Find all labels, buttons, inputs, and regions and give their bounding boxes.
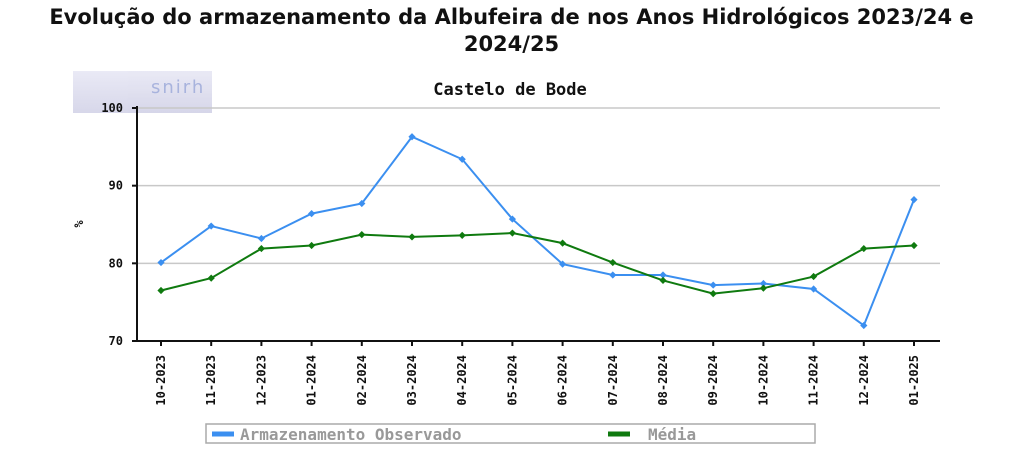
x-tick-label: 11-2024 [807,355,821,406]
x-tick-label: 01-2024 [305,355,319,406]
x-tick-label: 01-2025 [907,355,921,406]
data-point [508,229,516,237]
x-tick-label: 04-2024 [455,355,469,406]
data-point [358,230,366,239]
data-point [508,215,516,223]
data-point [308,241,316,250]
y-tick-label: 100 [101,101,123,115]
data-point [458,231,466,239]
data-point [308,210,316,218]
grid-lines [137,107,940,265]
data-point [157,258,165,267]
data-point [157,286,165,295]
series-1 [157,133,918,330]
data-point [257,244,265,253]
data-point [810,285,818,293]
chart-title: Castelo de Bode [433,80,587,100]
x-tick-label: 03-2024 [405,355,419,406]
data-point [659,271,667,279]
series-2 [157,229,918,298]
data-point [759,279,767,288]
x-tick-label: 09-2024 [706,355,720,406]
data-point [759,284,767,292]
y-axis-label: % [72,220,86,228]
data-point [207,274,215,282]
series-group [157,133,918,330]
x-tick-label: 08-2024 [656,355,670,406]
y-tick-label: 90 [109,179,123,193]
legend-label: Média [648,425,696,444]
data-point [257,234,265,243]
data-point [207,222,215,230]
axes [132,106,940,346]
logo-text: snirh [151,77,206,98]
data-point [910,196,918,204]
x-tick-label: 02-2024 [355,355,369,406]
legend: Armazenamento Observado Média [205,423,816,444]
data-point [659,276,667,285]
legend-label: Armazenamento Observado [240,425,462,444]
x-tick-label: 12-2024 [857,355,871,406]
x-tick-labels: 10-2023 11-2023 12-2023 01-2024 02-2024 03-20… [154,355,921,406]
data-point [458,155,466,163]
data-point [559,260,567,268]
page-title: Evolução do armazenamento da Albufeira d… [49,5,974,56]
data-point [408,133,416,141]
data-point [609,258,617,267]
snirh-logo: snirh [73,71,212,113]
data-point [860,244,868,253]
y-tick-labels: 70 80 90 100 [101,101,123,348]
x-tick-label: 10-2023 [154,355,168,406]
y-tick-label: 80 [109,256,123,270]
series-line [160,232,915,295]
data-point [910,241,918,250]
data-point [810,272,818,281]
data-point [709,281,717,289]
x-tick-label: 11-2023 [204,355,218,406]
data-point [709,290,717,298]
legend-box [205,423,816,444]
x-tick-label: 07-2024 [606,355,620,406]
data-point [609,271,617,279]
x-tick-label: 05-2024 [505,355,519,406]
x-tick-label: 12-2023 [254,355,268,406]
y-tick-label: 70 [109,334,123,348]
data-point [408,233,416,241]
series-line [160,135,915,328]
data-point [358,199,366,208]
x-tick-label: 10-2024 [756,355,770,406]
data-point [559,239,567,247]
x-tick-label: 06-2024 [556,355,570,406]
data-point [860,321,868,330]
